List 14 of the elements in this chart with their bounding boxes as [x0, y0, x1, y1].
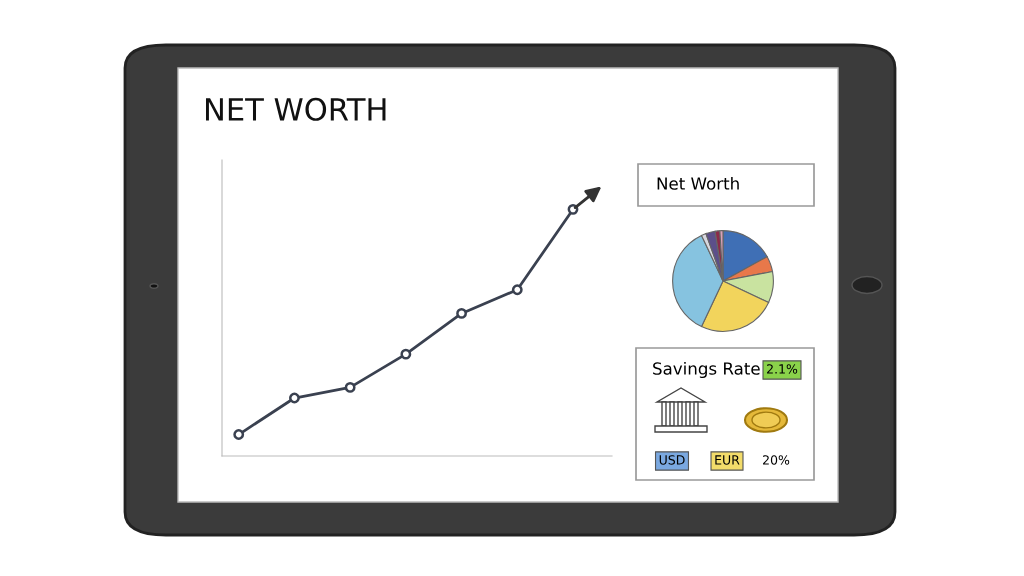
text: 20%	[763, 455, 790, 465]
point	[233, 429, 245, 440]
chart-title: Net Worth	[657, 176, 739, 190]
point	[400, 348, 412, 360]
text: 2.1%	[767, 364, 798, 374]
point	[289, 392, 300, 404]
point	[511, 284, 523, 296]
point	[567, 203, 579, 215]
chart-title: NET WORTH	[206, 97, 386, 121]
text: USD	[659, 455, 685, 465]
text: Savings Rate	[653, 361, 760, 379]
text: EUR	[715, 455, 740, 465]
point	[344, 382, 356, 393]
point	[456, 308, 467, 319]
